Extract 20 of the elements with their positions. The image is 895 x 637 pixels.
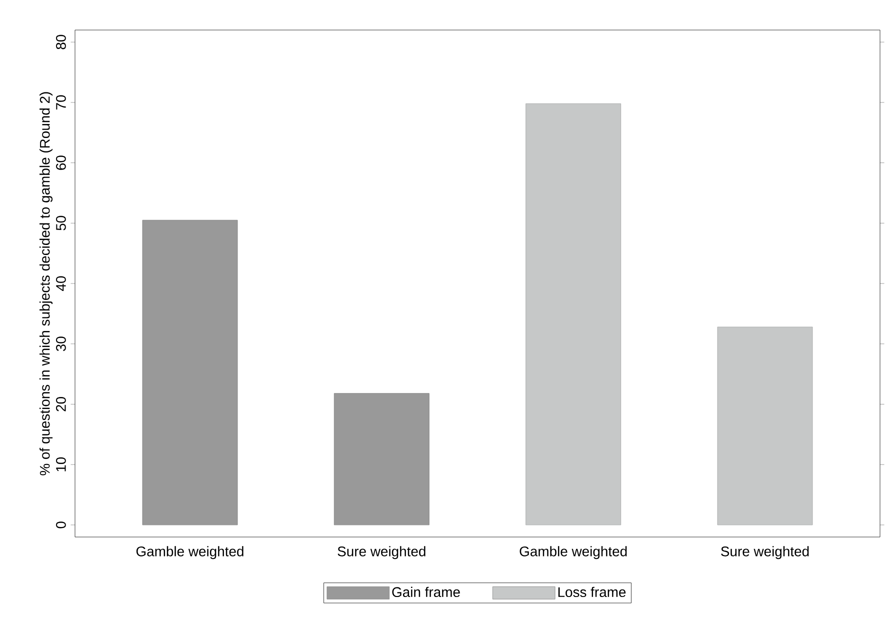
y-tick-label: 10	[56, 457, 66, 472]
y-axis-title: % of questions in which subjects decided to gamble (Round 2)	[40, 92, 53, 476]
bar	[142, 220, 238, 526]
legend-label: Loss frame	[558, 586, 626, 598]
bar	[334, 393, 430, 526]
x-tick-label: Sure weighted	[338, 546, 426, 560]
y-tick-label: 40	[56, 276, 66, 291]
y-tick-label: 80	[56, 34, 66, 50]
y-tick-label: 50	[56, 216, 66, 230]
x-tick-label: Gamble weighted	[136, 546, 244, 560]
y-tick-label: 20	[56, 397, 66, 412]
y-tick-label: 0	[56, 522, 66, 528]
y-tick-label: 30	[56, 336, 66, 352]
bar	[526, 103, 622, 526]
y-tick-label: 70	[56, 95, 66, 110]
y-tick-label: 60	[56, 156, 66, 170]
legend-label: Gain frame	[392, 586, 460, 598]
bar	[717, 326, 813, 526]
x-tick-label: Gamble weighted	[520, 546, 627, 560]
x-tick-label: Sure weighted	[721, 546, 809, 560]
